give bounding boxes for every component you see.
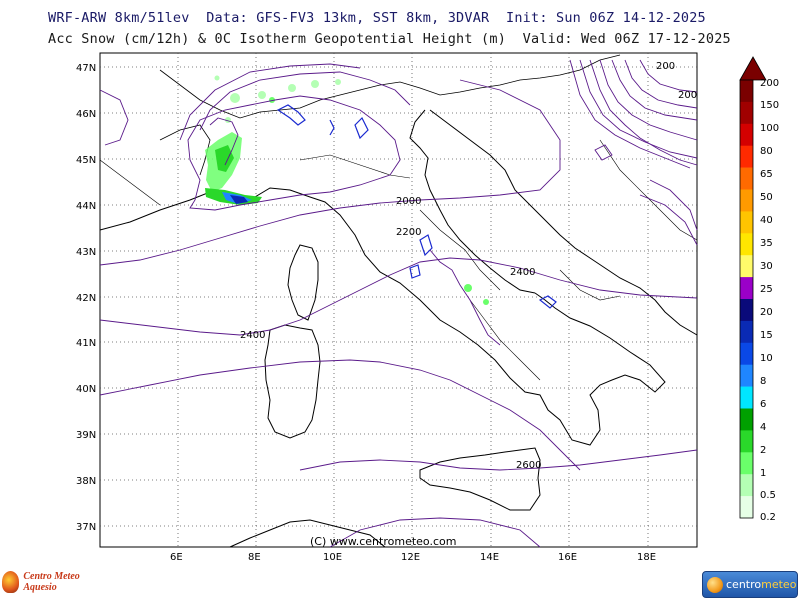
contour-label: 2000: [396, 196, 421, 207]
legend-label: 35: [760, 238, 773, 249]
lon-label: 8E: [248, 552, 261, 563]
legend-label: 6: [760, 399, 767, 410]
legend-swatch: [740, 474, 753, 497]
lon-label: 6E: [170, 552, 183, 563]
contour-label: 2400: [240, 330, 265, 341]
legend-label: 50: [760, 192, 773, 203]
legend-swatch: [740, 452, 753, 475]
legend-swatch: [740, 299, 753, 322]
legend-label: 100: [760, 123, 780, 134]
legend-label: 1: [760, 468, 767, 479]
map-credit: (C) www.centrometeo.com: [310, 535, 456, 548]
lat-label: 41N: [76, 338, 96, 349]
lakes: [276, 104, 557, 309]
lat-label: 40N: [76, 384, 96, 395]
legend-swatch: [740, 80, 753, 103]
legend-label: 200: [760, 78, 780, 89]
aquesio-badge-icon: [2, 571, 20, 593]
legend-label: 0.2: [760, 512, 776, 523]
legend-swatch: [740, 430, 753, 453]
contour-labels: 200 200 2000 2200 2400 2400 2600: [240, 61, 697, 471]
centrometeo-logo[interactable]: centrometeo: [702, 571, 798, 598]
header-model-info: WRF-ARW 8km/51lev Data: GFS-FV3 13km, SS…: [48, 10, 706, 26]
lat-label: 38N: [76, 476, 96, 487]
lat-label: 37N: [76, 522, 96, 533]
contour-label: 200: [656, 61, 675, 72]
legend-label: 20: [760, 307, 773, 318]
legend-swatch: [740, 101, 753, 125]
legend-label: 10: [760, 353, 773, 364]
legend-swatch: [740, 167, 753, 190]
lat-label: 42N: [76, 293, 96, 304]
lat-label: 39N: [76, 430, 96, 441]
legend-swatch: [740, 408, 753, 431]
lat-label: 47N: [76, 63, 96, 74]
legend-swatch: [740, 189, 753, 212]
map-frame: [99, 52, 698, 548]
legend-swatch: [740, 145, 753, 168]
centro-meteo-aquesio-logo[interactable]: Centro Meteo Aquesio: [2, 570, 112, 594]
lat-label: 44N: [76, 201, 96, 212]
legend-swatch: [740, 342, 753, 365]
isotherm-contours: [99, 59, 698, 548]
legend-label: 4: [760, 422, 767, 433]
legend-label: 30: [760, 261, 773, 272]
coastlines: [99, 54, 698, 548]
globe-icon: [707, 576, 723, 593]
lon-label: 18E: [637, 552, 656, 563]
legend-label: 15: [760, 330, 773, 341]
contour-label: 2600: [516, 460, 541, 471]
lon-label: 10E: [323, 552, 342, 563]
longitude-labels: 6E 8E 10E 12E 14E 16E 18E: [170, 552, 656, 563]
legend-swatch: [740, 386, 753, 409]
lon-label: 16E: [558, 552, 577, 563]
latitude-labels: 47N 46N 45N 44N 43N 42N 41N 40N 39N 38N …: [76, 63, 96, 533]
legend-label: 0.5: [760, 490, 776, 501]
legend-swatch: [740, 320, 753, 344]
legend-label: 2: [760, 445, 767, 456]
legend-label: 65: [760, 169, 773, 180]
lon-label: 12E: [401, 552, 420, 563]
legend-label: 150: [760, 100, 780, 111]
legend-swatch: [740, 496, 753, 519]
legend-swatch: [740, 364, 753, 387]
lat-label: 43N: [76, 247, 96, 258]
legend-swatch: [740, 255, 753, 278]
legend-label: 8: [760, 376, 767, 387]
contour-label: 200: [678, 90, 697, 101]
contour-label: 2400: [510, 267, 535, 278]
header-field-info: Acc Snow (cm/12h) & 0C Isotherm Geopoten…: [48, 31, 731, 47]
legend-swatch: [740, 211, 753, 234]
logo-left-text: Centro Meteo Aquesio: [23, 571, 80, 593]
legend-colorbar: [739, 56, 767, 519]
lat-label: 46N: [76, 109, 96, 120]
lon-label: 14E: [480, 552, 499, 563]
legend-label: 40: [760, 215, 773, 226]
contour-label: 2200: [396, 227, 421, 238]
legend-arrow-top: [739, 56, 767, 81]
legend-swatch: [740, 233, 753, 256]
logo-right-text: centrometeo: [726, 578, 797, 591]
lat-label: 45N: [76, 155, 96, 166]
legend-label: 80: [760, 146, 773, 157]
legend-swatch: [740, 123, 753, 146]
legend-swatch: [740, 277, 753, 300]
legend-label: 25: [760, 284, 773, 295]
